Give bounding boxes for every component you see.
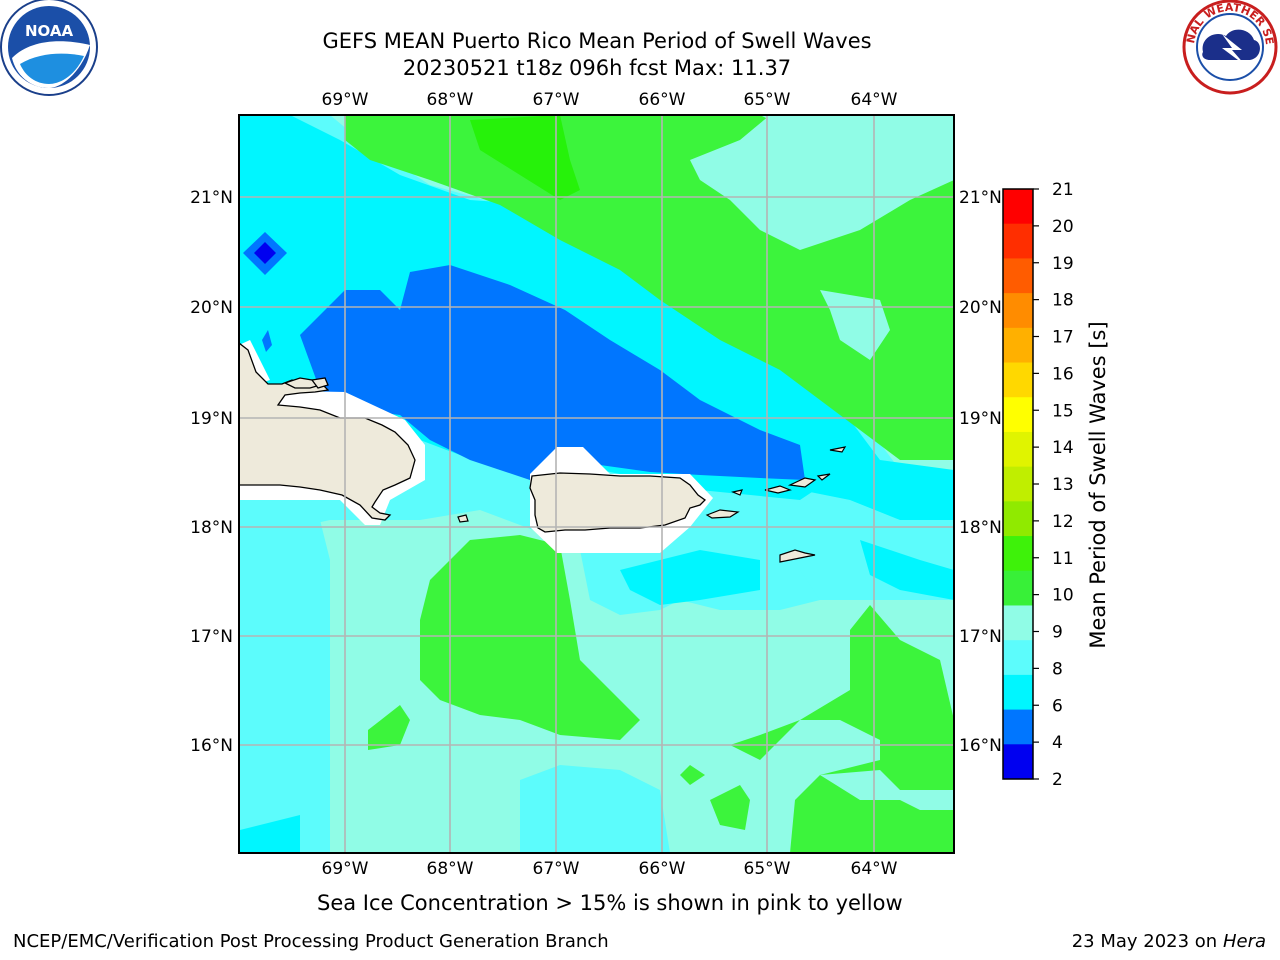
colorbar-segment xyxy=(1003,605,1033,641)
map-title: GEFS MEAN Puerto Rico Mean Period of Swe… xyxy=(322,29,872,53)
footer-host: Hera xyxy=(1222,931,1266,952)
colorbar-tick-label: 2 xyxy=(1052,770,1063,790)
graticule xyxy=(239,115,954,853)
noaa-logo: NOAA xyxy=(0,0,98,96)
colorbar-segment xyxy=(1003,397,1033,433)
sea-ice-note: Sea Ice Concentration > 15% is shown in … xyxy=(317,891,903,915)
light-cyan-region-west xyxy=(239,520,330,853)
colorbar-segment xyxy=(1003,431,1033,468)
blue-region xyxy=(300,265,805,480)
lon-label-bottom: 68°W xyxy=(427,859,474,879)
lon-label-top: 67°W xyxy=(533,90,580,110)
lat-label-right: 16°N xyxy=(959,736,1002,756)
footer-date: 23 May 2023 on Hera xyxy=(1072,931,1266,952)
bright-green-patch xyxy=(470,115,580,200)
colorbar-tick-label: 15 xyxy=(1052,401,1074,421)
colorbar-tick-label: 17 xyxy=(1052,328,1074,348)
colorbar-tick-label: 4 xyxy=(1052,733,1063,753)
colorbar-tick-label: 19 xyxy=(1052,254,1074,274)
colorbar: 21 20 19 18 17 16 15 14 13 12 11 10 9 8 6 4 2 xyxy=(1002,180,1074,790)
colorbar-segment xyxy=(1003,674,1033,711)
lat-label-left: 16°N xyxy=(190,736,233,756)
aqua-region-northeast xyxy=(690,115,954,250)
lat-label-left: 21°N xyxy=(190,188,233,208)
colorbar-segment xyxy=(1003,744,1033,780)
lat-label-right: 19°N xyxy=(959,409,1002,429)
colorbar-segment xyxy=(1003,327,1033,364)
colorbar-segment xyxy=(1003,709,1033,745)
lon-label-bottom: 64°W xyxy=(851,859,898,879)
deep-blue-patch xyxy=(254,242,276,264)
lat-label-right: 21°N xyxy=(959,188,1002,208)
colorbar-segment xyxy=(1003,189,1033,225)
lon-label-top: 65°W xyxy=(744,90,791,110)
lon-label-bottom: 69°W xyxy=(322,859,369,879)
green-region-south xyxy=(420,535,640,740)
footer-date-text: 23 May 2023 on xyxy=(1071,931,1218,952)
colorbar-segment xyxy=(1003,501,1033,537)
lat-label-left: 18°N xyxy=(190,518,233,538)
colorbar-tick-label: 8 xyxy=(1052,659,1063,679)
lon-label-bottom: 67°W xyxy=(533,859,580,879)
lat-label-left: 20°N xyxy=(190,298,233,318)
colorbar-segment xyxy=(1003,293,1033,329)
colorbar-tick-label: 14 xyxy=(1052,438,1074,458)
nws-logo: NATIONAL WEATHER SERVICE xyxy=(0,0,1278,95)
noaa-logo-text: NOAA xyxy=(25,22,74,40)
lat-label-left: 17°N xyxy=(190,627,233,647)
colorbar-segment xyxy=(1003,258,1033,294)
colorbar-tick-label: 6 xyxy=(1052,696,1063,716)
colorbar-segment xyxy=(1003,640,1033,676)
lat-label-right: 18°N xyxy=(959,518,1002,538)
colorbar-tick-label: 18 xyxy=(1052,291,1074,311)
colorbar-tick-label: 13 xyxy=(1052,475,1074,495)
lon-label-top: 69°W xyxy=(322,90,369,110)
colorbar-tick-label: 10 xyxy=(1052,586,1074,606)
colorbar-segment xyxy=(1003,362,1033,398)
colorbar-segment xyxy=(1003,223,1033,259)
lon-label-top: 68°W xyxy=(427,90,474,110)
colorbar-segment xyxy=(1003,570,1033,606)
colorbar-tick-label: 20 xyxy=(1052,217,1074,237)
colorbar-segment xyxy=(1003,536,1033,572)
lat-label-left: 19°N xyxy=(190,409,233,429)
lon-label-top: 66°W xyxy=(639,90,686,110)
lon-label-bottom: 65°W xyxy=(744,859,791,879)
colorbar-segment xyxy=(1003,466,1033,502)
map-frame xyxy=(238,114,955,854)
lon-label-top: 64°W xyxy=(851,90,898,110)
colorbar-label: Mean Period of Swell Waves [s] xyxy=(1086,321,1110,648)
colorbar-tick-label: 11 xyxy=(1052,549,1074,569)
map-area xyxy=(239,115,954,853)
nws-logo-text: NATIONAL WEATHER SERVICE xyxy=(0,0,1276,46)
lat-label-right: 17°N xyxy=(959,627,1002,647)
colorbar-tick-label: 9 xyxy=(1052,623,1063,643)
colorbar-tick-label: 21 xyxy=(1052,180,1074,200)
colorbar-tick-label: 16 xyxy=(1052,364,1074,384)
map-subtitle-forecast: 20230521 t18z 096h fcst Max: 11.37 xyxy=(402,56,792,80)
lon-label-bottom: 66°W xyxy=(639,859,686,879)
st-croix-land xyxy=(779,549,816,563)
lat-label-right: 20°N xyxy=(959,298,1002,318)
colorbar-tick-label: 12 xyxy=(1052,512,1074,532)
footer-credit: NCEP/EMC/Verification Post Processing Pr… xyxy=(13,931,609,952)
